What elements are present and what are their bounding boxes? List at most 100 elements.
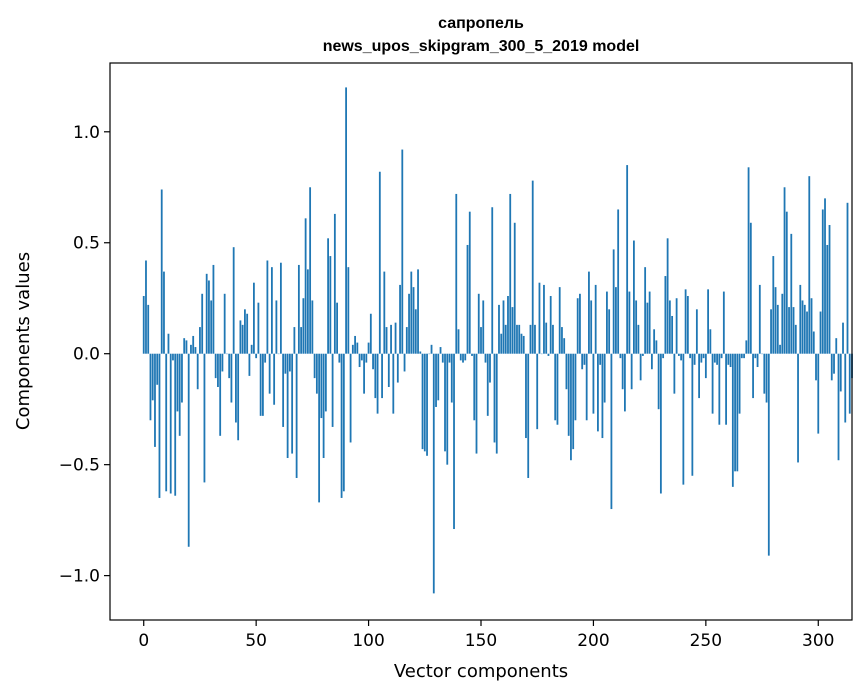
bar-component-274 <box>758 284 761 354</box>
y-axis-ticks: −1.0 −0.5 0.0 0.5 1.0 <box>59 123 110 587</box>
bar-component-116 <box>403 353 406 372</box>
bar-component-257 <box>720 353 723 359</box>
bar-component-302 <box>821 209 824 354</box>
bar-component-47 <box>248 353 251 376</box>
bar-component-229 <box>657 353 660 410</box>
bar-component-48 <box>250 344 253 354</box>
x-tick-label: 100 <box>352 631 384 651</box>
bar-component-68 <box>295 353 298 478</box>
bar-component-129 <box>432 353 435 594</box>
bar-component-201 <box>594 284 597 354</box>
bar-component-101 <box>369 313 372 354</box>
bar-component-279 <box>770 309 772 354</box>
bar-component-180 <box>547 353 550 356</box>
bar-component-137 <box>450 353 453 403</box>
bar-component-181 <box>549 296 552 354</box>
bar-component-22 <box>192 335 195 354</box>
bar-component-188 <box>565 353 568 390</box>
bar-component-234 <box>668 300 671 354</box>
bar-component-301 <box>819 311 822 354</box>
bar-component-2 <box>147 304 150 354</box>
bar-component-79 <box>320 353 323 419</box>
bar-component-309 <box>837 353 840 461</box>
bar-component-96 <box>358 353 361 368</box>
bar-component-108 <box>385 327 388 354</box>
bar-component-66 <box>291 353 294 454</box>
bar-component-198 <box>588 271 590 354</box>
bar-component-205 <box>603 353 606 403</box>
bar-component-91 <box>347 267 350 354</box>
bar-component-50 <box>255 353 258 359</box>
bar-component-139 <box>455 193 458 354</box>
bar-component-89 <box>342 353 345 492</box>
bar-component-297 <box>810 298 813 354</box>
chart-title: сапропель <box>438 15 524 32</box>
bar-component-291 <box>797 353 799 463</box>
bar-component-284 <box>781 293 784 354</box>
bar-component-167 <box>518 324 521 354</box>
bar-component-39 <box>230 353 233 403</box>
bar-component-231 <box>662 353 665 359</box>
bar-component-55 <box>266 260 269 354</box>
bar-component-152 <box>484 353 487 363</box>
bar-component-8 <box>160 189 163 354</box>
plot-frame <box>109 62 853 621</box>
bar-component-202 <box>597 353 599 432</box>
bar-component-121 <box>414 309 417 354</box>
bar-component-207 <box>608 309 611 354</box>
bar-component-56 <box>268 353 271 394</box>
bar-component-165 <box>513 222 516 354</box>
bar-component-73 <box>306 269 309 354</box>
bar-component-24 <box>196 353 199 390</box>
bar-component-162 <box>507 296 509 354</box>
bar-component-72 <box>304 218 307 354</box>
bar-component-215 <box>626 165 629 354</box>
bar-component-220 <box>637 324 640 354</box>
bar-component-163 <box>509 193 512 354</box>
bar-component-114 <box>399 284 401 354</box>
bar-component-233 <box>666 238 669 354</box>
bar-component-277 <box>765 353 768 403</box>
bar-component-82 <box>327 238 329 354</box>
bar-component-13 <box>172 353 174 361</box>
bar-component-125 <box>423 353 426 452</box>
bar-component-52 <box>259 353 262 416</box>
bar-component-10 <box>165 353 168 492</box>
bar-component-288 <box>790 233 793 354</box>
chart-subtitle: news_upos_skipgram_300_5_2019 model <box>323 38 640 55</box>
bar-component-214 <box>624 353 626 412</box>
bar-component-194 <box>579 293 581 354</box>
bar-component-254 <box>713 353 716 363</box>
bar-component-135 <box>446 353 449 465</box>
bar-component-250 <box>704 353 707 379</box>
bar-component-166 <box>516 324 518 354</box>
bar-component-43 <box>239 320 242 354</box>
bar-component-222 <box>641 353 644 356</box>
bar-component-156 <box>493 353 496 443</box>
bar-component-230 <box>659 353 662 494</box>
bar-series <box>142 87 853 594</box>
bar-component-314 <box>848 353 851 414</box>
bar-component-21 <box>190 344 192 354</box>
bar-component-118 <box>408 293 410 354</box>
bar-component-36 <box>223 293 226 354</box>
bar-component-175 <box>536 353 539 430</box>
bar-component-145 <box>468 211 471 354</box>
bar-component-259 <box>725 353 727 425</box>
bar-component-203 <box>599 353 602 365</box>
bar-component-144 <box>466 244 469 354</box>
bar-component-246 <box>695 309 698 354</box>
bar-component-299 <box>815 353 817 381</box>
bar-component-12 <box>169 353 172 494</box>
bar-component-38 <box>228 353 231 379</box>
bar-component-200 <box>592 353 595 414</box>
bar-component-186 <box>561 327 563 354</box>
bar-component-173 <box>531 180 534 354</box>
bar-component-281 <box>774 287 777 354</box>
bar-component-209 <box>612 249 615 354</box>
bar-component-244 <box>691 353 694 476</box>
bar-component-30 <box>210 300 213 354</box>
bar-component-304 <box>826 244 829 354</box>
bar-component-219 <box>635 300 638 354</box>
bar-component-276 <box>763 353 766 394</box>
